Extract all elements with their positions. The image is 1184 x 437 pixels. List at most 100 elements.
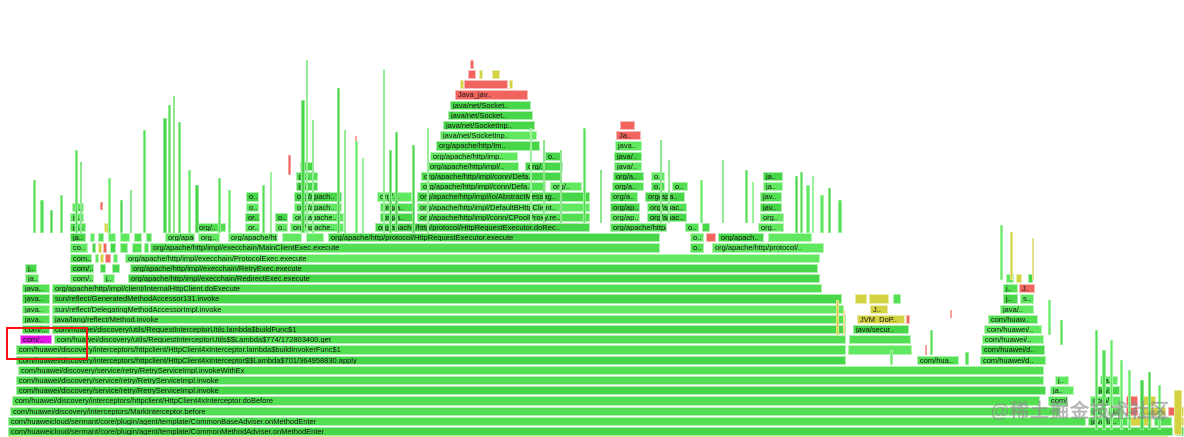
flame-frame-sliver[interactable] <box>427 128 429 233</box>
flame-frame[interactable]: sun/reflect/GeneratedMethodAccessor131.i… <box>52 294 842 304</box>
flame-frame[interactable] <box>95 253 99 263</box>
flame-frame[interactable]: org/apache/http/protocol/HttpRequestExec… <box>328 233 660 243</box>
flame-frame[interactable]: JVM_DoP.. <box>857 314 905 325</box>
flame-frame[interactable]: org/apache.. <box>292 212 344 223</box>
flame-frame-sliver[interactable] <box>75 150 78 233</box>
flame-frame-sliver[interactable] <box>40 200 44 233</box>
flame-frame-sliver[interactable] <box>600 170 602 223</box>
flame-frame[interactable]: java/.. <box>614 151 642 161</box>
flame-frame[interactable] <box>144 243 149 253</box>
flame-frame[interactable]: ja.. <box>70 233 86 243</box>
flame-frame-sliver[interactable] <box>355 141 358 233</box>
flame-frame[interactable] <box>105 253 111 263</box>
flame-frame-sliver[interactable] <box>668 160 670 223</box>
flame-frame[interactable]: org/apache/http/impl/execchain/ProtocolE… <box>125 253 820 263</box>
flame-frame[interactable]: ja.. <box>763 182 783 192</box>
flame-frame[interactable]: java.. <box>615 141 642 151</box>
flame-frame[interactable] <box>90 233 95 243</box>
flame-frame[interactable]: org/apache/http/impl/.. <box>427 161 519 172</box>
flame-frame[interactable]: Ja.. <box>616 131 641 141</box>
flame-frame-sliver[interactable] <box>50 210 53 233</box>
flame-frame[interactable]: j.. <box>25 263 37 274</box>
flame-frame-sliver[interactable] <box>163 118 167 233</box>
flame-frame[interactable]: org.. <box>198 233 220 243</box>
flame-frame[interactable] <box>92 243 96 253</box>
flame-frame[interactable]: o.. <box>690 243 704 253</box>
flame-frame[interactable]: com/huaw.. <box>988 314 1038 325</box>
flame-frame[interactable]: org/apach.. <box>718 233 764 243</box>
flame-frame-sliver[interactable] <box>362 158 364 233</box>
flame-frame-sliver[interactable] <box>168 105 171 233</box>
flame-frame[interactable]: org/a.. <box>612 182 644 192</box>
flame-frame[interactable]: o.. <box>651 172 665 182</box>
flame-frame[interactable] <box>113 253 118 263</box>
flame-frame[interactable]: org/apache/http/impl/client/InternalHttp… <box>52 284 822 294</box>
flame-frame[interactable] <box>464 80 508 90</box>
flame-frame[interactable]: ja.. <box>70 223 86 233</box>
flame-frame-sliver[interactable] <box>930 330 933 355</box>
flame-frame-sliver[interactable] <box>890 350 893 365</box>
flame-frame-sliver[interactable] <box>262 185 265 233</box>
flame-frame[interactable] <box>468 70 476 80</box>
flame-frame[interactable] <box>706 233 716 243</box>
flame-frame-sliver[interactable] <box>80 162 82 233</box>
flame-frame[interactable]: org/apache/http/impl/conn/Defa.. <box>420 182 546 192</box>
flame-frame[interactable]: com/.. <box>20 335 52 345</box>
flame-frame-sliver[interactable] <box>752 182 754 223</box>
flame-frame-sliver[interactable] <box>1102 350 1106 430</box>
flame-frame[interactable] <box>120 233 130 243</box>
flame-frame-sliver[interactable] <box>1120 360 1123 430</box>
flame-frame[interactable]: org/apache/http/protocol/.. <box>712 243 824 253</box>
flame-frame[interactable]: or.. <box>245 223 260 233</box>
flame-frame-sliver[interactable] <box>1158 385 1161 430</box>
flame-frame-sliver[interactable] <box>1032 238 1034 280</box>
flame-frame-sliver[interactable] <box>1148 372 1151 430</box>
flame-frame[interactable] <box>98 233 104 243</box>
flame-frame[interactable]: org/apache/http/protocol/HttpRequestExec… <box>375 223 590 233</box>
flame-frame-sliver[interactable] <box>806 185 810 233</box>
flame-frame[interactable]: com/huawei/discovery/service/retry/Retry… <box>16 376 1044 386</box>
flame-frame[interactable]: co.. <box>70 243 88 253</box>
flame-frame-sliver[interactable] <box>843 310 845 335</box>
flame-frame[interactable]: j.. <box>72 202 84 212</box>
flame-frame[interactable]: o.. <box>685 223 699 233</box>
flame-frame-sliver[interactable] <box>1174 390 1182 435</box>
flame-frame-sliver[interactable] <box>560 150 562 223</box>
flame-frame-sliver[interactable] <box>355 136 357 141</box>
flame-frame[interactable] <box>100 263 106 274</box>
flame-frame[interactable]: java/secur.. <box>853 325 909 335</box>
flame-frame[interactable] <box>869 294 889 304</box>
flame-frame-sliver[interactable] <box>100 202 103 210</box>
flame-frame[interactable]: com/huawei/discovery/interceptors/MarkIn… <box>10 406 1060 416</box>
flame-frame[interactable]: com/huawei/.. <box>982 335 1044 345</box>
flame-frame-sliver[interactable] <box>1048 300 1051 335</box>
flame-frame[interactable]: org/apache/http/impl/conn/Defa.. <box>421 172 561 182</box>
flame-frame[interactable]: com/hua.. <box>917 355 959 365</box>
flame-frame-sliver[interactable] <box>1095 330 1098 430</box>
flame-frame[interactable] <box>702 223 710 233</box>
flame-frame[interactable] <box>98 243 102 253</box>
flame-frame-sliver[interactable] <box>228 190 231 233</box>
flame-frame-sliver[interactable] <box>143 130 146 233</box>
flame-frame[interactable]: ja.. <box>763 172 783 182</box>
flame-frame-sliver[interactable] <box>120 200 123 233</box>
flame-frame-sliver[interactable] <box>812 176 814 233</box>
flame-frame[interactable] <box>103 243 107 253</box>
flame-frame[interactable]: com/.. <box>70 274 94 284</box>
flame-frame[interactable]: org/.. <box>550 182 582 192</box>
flame-frame-sliver[interactable] <box>130 190 132 233</box>
flame-frame-sliver[interactable] <box>836 300 839 335</box>
flame-frame[interactable]: java/net/Socket.. <box>448 110 533 121</box>
flame-frame[interactable]: Java_jav.. <box>455 90 528 100</box>
flame-frame[interactable]: org.. <box>760 212 784 223</box>
flame-frame-sliver[interactable] <box>1110 340 1113 430</box>
flame-frame[interactable]: com/huawei/discovery/utils/RequestInterc… <box>52 325 846 335</box>
flame-frame[interactable]: org/apache/http/Im.. <box>436 141 540 151</box>
flame-frame[interactable]: java/.. <box>614 161 642 172</box>
flame-frame-sliver[interactable] <box>795 176 798 233</box>
flame-frame[interactable]: com.. <box>70 253 92 263</box>
flame-frame-sliver[interactable] <box>412 145 415 233</box>
flame-frame[interactable] <box>1126 406 1138 416</box>
flame-frame[interactable] <box>146 233 152 243</box>
flame-frame[interactable]: org/apac.. <box>647 212 687 223</box>
